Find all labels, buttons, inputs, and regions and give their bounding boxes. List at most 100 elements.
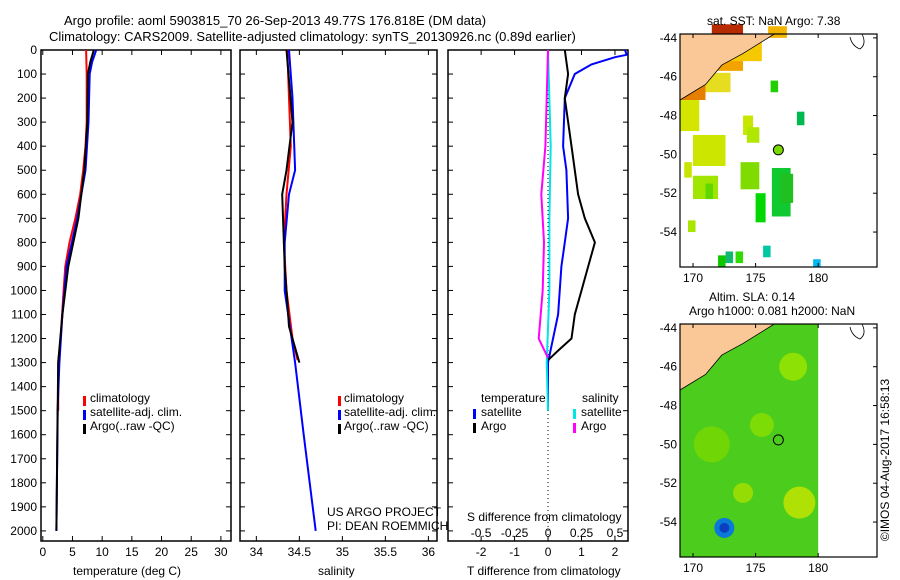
salinity-series-climatology [282,49,299,361]
sst-cell [684,162,692,178]
temperature-xtick-label: 25 [185,545,199,559]
temperature-xlabel: temperature (deg C) [73,564,182,578]
temperature-series-climatology [57,49,88,411]
legend-swatch [83,424,86,434]
diff-legend-temperature: temperature [481,391,546,405]
sst-cell [768,26,787,38]
sst-cell [743,115,754,135]
map-ytick-label: -54 [660,225,678,239]
depth-tick-label: 2000 [10,524,37,538]
difference-xtick-label: 1 [578,545,585,559]
map-ytick-label: -50 [660,437,678,451]
temperature-xtick-label: 0 [39,545,46,559]
temperature-xtick-label: 30 [214,545,228,559]
legend-swatch [338,410,341,420]
temp-legend-argo: Argo(..raw -QC) [90,419,175,433]
map-xtick-label: 180 [808,561,828,575]
difference-series-t-argo [547,49,596,361]
temperature-series-argo [55,49,95,531]
sst-cell [796,111,805,126]
map-xtick-label: 175 [746,271,766,285]
salinity-xtick-label: 36 [422,545,436,559]
depth-tick-label: 100 [17,67,37,81]
diff-legend-salinity: salinity [582,391,619,405]
map-xtick-label: 170 [683,271,703,285]
salinity-xtick-label: 34.5 [288,545,312,559]
project-pi: PI: DEAN ROEMMICH [327,519,449,533]
depth-tick-label: 700 [17,211,37,225]
sst-cell [755,193,766,223]
sst-cell [705,183,714,200]
sal-legend-argo: Argo(..raw -QC) [344,419,429,433]
sla-map [679,323,878,558]
salinity-xtick-label: 34 [250,545,264,559]
map-ytick-label: -44 [660,321,678,335]
salinity-xtick-label: 35.5 [374,545,398,559]
float-location-marker [772,434,784,446]
imos-credit: ©IMOS 04-Aug-2017 16:58:13 [878,378,892,542]
sdiff-tick-label: -0.25 [501,526,529,540]
depth-tick-label: 900 [17,259,37,273]
float-location-marker [772,144,784,156]
sla-anomaly [749,412,774,437]
depth-tick-label: 0 [30,43,37,57]
diff-legend-t-argo: Argo [481,419,507,433]
depth-tick-label: 1500 [10,404,37,418]
land-chatham-islands [849,323,865,340]
legend-swatch [83,410,86,420]
sst-map-title: sat. SST: NaN Argo: 7.38 [707,14,841,28]
depth-tick-label: 1700 [10,452,37,466]
map-ytick-label: -48 [660,399,678,413]
map-xtick-label: 180 [808,271,828,285]
map-ytick-label: -44 [660,31,678,45]
sst-cell [680,100,700,132]
depth-tick-label: 800 [17,235,37,249]
sst-map-frame [679,33,878,268]
salinity-series-argo [281,49,301,363]
map-ytick-label: -46 [660,70,678,84]
diff-legend-s-satellite: satellite [581,405,622,419]
difference-series-s-argo [537,49,549,359]
depth-tick-label: 600 [17,187,37,201]
sst-map [679,24,878,268]
sla-anomaly [783,486,816,519]
depth-tick-label: 1000 [10,283,37,297]
sst-cell [813,259,821,267]
land-chatham-islands [849,33,865,50]
salinity-axes-frame [239,49,438,542]
difference-series-s-satellite [545,49,552,411]
map-ytick-label: -52 [660,476,678,490]
map-ytick-label: -48 [660,109,678,123]
figure-title-line1: Argo profile: aoml 5903815_70 26-Sep-201… [64,13,487,28]
sst-cell [693,134,726,167]
legend-swatch [83,396,86,406]
depth-tick-label: 400 [17,139,37,153]
legend-swatch [338,396,341,406]
sdiff-tick-label: 0.5 [607,526,624,540]
sst-cell [770,80,779,93]
sst-cell [693,175,719,200]
diff-legend-t-satellite: satellite [481,405,522,419]
temperature-xtick-label: 15 [125,545,139,559]
sst-cell [780,173,794,203]
sal-legend-satellite: satellite-adj. clim. [344,405,437,419]
diff-legend-s-argo: Argo [581,419,607,433]
difference-axes-frame [447,49,629,542]
sdiff-tick-label: 0.25 [570,526,594,540]
depth-tick-label: 1400 [10,380,37,394]
depth-tick-label: 200 [17,91,37,105]
sdiff-tick-label: -0.5 [471,526,492,540]
map-xtick-label: 170 [683,561,703,575]
diff-legend-swatch [573,409,576,419]
tdiff-xlabel: T difference from climatology [467,564,621,578]
sst-cell [688,220,696,233]
sst-cell [718,255,726,267]
sla-low-core [719,522,730,533]
difference-series-t-satellite [547,49,629,411]
sst-cell [746,127,760,143]
figure-title-line2: Climatology: CARS2009. Satellite-adjuste… [49,29,576,44]
temperature-series-satellite-adj-clim- [55,49,98,531]
sla-anomaly [779,352,808,381]
difference-xtick-label: 2 [612,545,619,559]
